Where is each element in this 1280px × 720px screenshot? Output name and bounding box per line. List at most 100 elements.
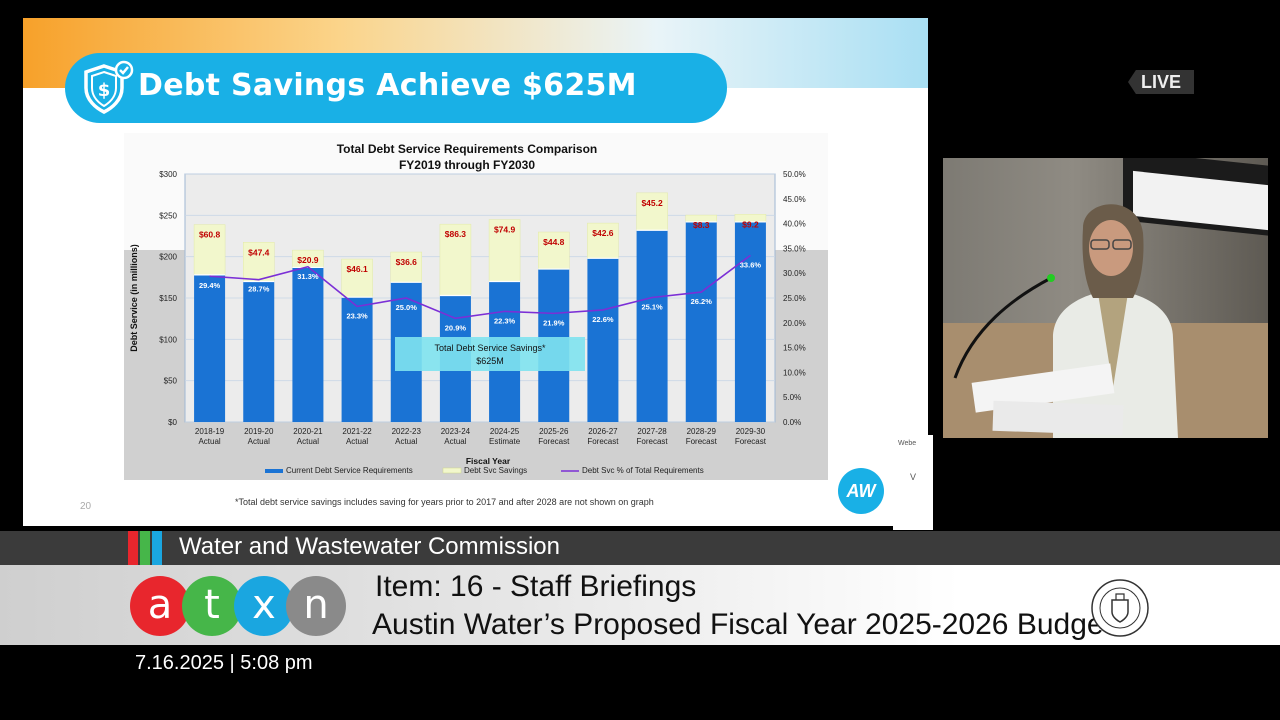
x-axis-label: Fiscal Year: [466, 456, 511, 466]
x-tick-sublabel: Actual: [444, 437, 466, 446]
y-tick-label: $300: [159, 170, 177, 179]
live-badge: LIVE: [1128, 70, 1194, 94]
x-tick-label: 2029-30: [736, 427, 766, 436]
savings-label: $47.4: [248, 247, 270, 257]
x-tick-label: 2020-21: [293, 427, 323, 436]
x-tick-label: 2023-24: [441, 427, 471, 436]
side-web-text: Webe: [898, 440, 917, 447]
atxn-letter-n: n: [286, 576, 346, 636]
speaker-video: [943, 158, 1268, 438]
speaker-figure: [1028, 204, 1178, 438]
debt-service-chart: Total Debt Service Requirements Comparis…: [129, 142, 806, 475]
x-tick-sublabel: Forecast: [637, 437, 669, 446]
city-seal-icon: [1091, 579, 1149, 637]
y-tick-label: $250: [159, 211, 177, 220]
atxn-letter-x: x: [234, 576, 294, 636]
x-tick-sublabel: Actual: [248, 437, 270, 446]
current-debt-bar: [194, 274, 226, 422]
y2-tick-label: 35.0%: [783, 244, 806, 253]
x-tick-label: 2018-19: [195, 427, 225, 436]
current-debt-bar: [734, 221, 766, 422]
savings-bar: [538, 231, 570, 270]
y-tick-label: $150: [159, 294, 177, 303]
x-tick-sublabel: Forecast: [587, 437, 619, 446]
x-tick-sublabel: Actual: [395, 437, 417, 446]
x-tick-sublabel: Actual: [346, 437, 368, 446]
x-tick-label: 2024-25: [490, 427, 520, 436]
y2-tick-label: 20.0%: [783, 319, 806, 328]
savings-bar: [243, 242, 275, 282]
svg-text:$: $: [98, 80, 111, 101]
chart-subtitle: FY2019 through FY2030: [399, 158, 535, 172]
y2-tick-label: 45.0%: [783, 195, 806, 204]
presentation-slide: $ Debt Savings Achieve $625M Total Debt …: [23, 18, 928, 526]
pct-label: 21.9%: [543, 318, 565, 327]
savings-label: $45.2: [641, 198, 663, 208]
broadcast-timestamp: 7.16.2025 | 5:08 pm: [135, 652, 313, 674]
callout-box: [395, 337, 585, 371]
legend-swatch-savings: [442, 467, 462, 474]
y2-tick-label: 30.0%: [783, 269, 806, 278]
current-debt-bar: [636, 230, 668, 422]
savings-bar: [439, 223, 472, 296]
x-tick-label: 2019-20: [244, 427, 274, 436]
pct-label: 33.6%: [740, 260, 762, 269]
legend-swatch-current: [265, 469, 283, 473]
commission-name: Water and Wastewater Commission: [179, 533, 560, 560]
y2-tick-label: 5.0%: [783, 393, 801, 402]
chart-footnote: *Total debt service savings includes sav…: [235, 497, 654, 507]
x-tick-sublabel: Actual: [297, 437, 319, 446]
atxn-letter-a: a: [130, 576, 190, 636]
savings-bar: [488, 219, 521, 282]
x-tick-sublabel: Estimate: [489, 437, 521, 446]
savings-label: $86.3: [445, 229, 467, 239]
legend-label-current: Current Debt Service Requirements: [286, 466, 413, 475]
pct-label: 25.0%: [396, 303, 418, 312]
y-axis-label: Debt Service (in millions): [129, 244, 139, 352]
x-tick-label: 2026-27: [588, 427, 618, 436]
current-debt-bar: [587, 258, 619, 422]
x-tick-sublabel: Forecast: [538, 437, 570, 446]
callout-text: Total Debt Service Savings*: [434, 343, 546, 353]
y2-tick-label: 25.0%: [783, 294, 806, 303]
austin-water-logo: AW: [838, 468, 884, 514]
legend-label-pct: Debt Svc % of Total Requirements: [582, 466, 704, 475]
savings-bar: [193, 224, 226, 276]
pct-label: 26.2%: [691, 297, 713, 306]
savings-label: $60.8: [199, 230, 221, 240]
savings-label: $46.1: [346, 264, 368, 274]
chart-title: Total Debt Service Requirements Comparis…: [337, 142, 598, 156]
x-tick-sublabel: Forecast: [735, 437, 767, 446]
slide-title-pill: [65, 53, 727, 123]
agenda-subject: Austin Water’s Proposed Fiscal Year 2025…: [372, 608, 1112, 641]
savings-label: $74.9: [494, 225, 516, 235]
video-papers-2: [992, 400, 1124, 436]
savings-bar: [587, 222, 619, 259]
y2-tick-label: 15.0%: [783, 344, 806, 353]
y2-tick-label: 50.0%: [783, 170, 806, 179]
savings-bar: [636, 192, 668, 231]
y-tick-label: $0: [168, 418, 177, 427]
savings-label: $42.6: [592, 228, 614, 238]
slide-page-number: 20: [80, 501, 92, 512]
x-tick-sublabel: Forecast: [686, 437, 718, 446]
side-panel: [893, 435, 933, 530]
savings-label: $36.6: [396, 257, 418, 267]
x-tick-sublabel: Actual: [198, 437, 220, 446]
y2-tick-label: 0.0%: [783, 418, 801, 427]
y-tick-label: $50: [164, 377, 178, 386]
slide-title: Debt Savings Achieve $625M: [138, 68, 637, 103]
y-tick-label: $200: [159, 253, 177, 262]
y2-tick-label: 10.0%: [783, 368, 806, 377]
savings-bar: [341, 258, 373, 298]
microphone-icon: [953, 274, 1055, 379]
pct-label: 23.3%: [346, 311, 368, 320]
legend-label-savings: Debt Svc Savings: [464, 466, 527, 475]
agenda-item: Item: 16 - Staff Briefings: [375, 570, 697, 603]
callout-value: $625M: [476, 356, 504, 366]
side-v-text: V: [910, 472, 917, 482]
x-tick-label: 2021-22: [342, 427, 372, 436]
pct-label: 22.3%: [494, 316, 516, 325]
pct-label: 25.1%: [641, 303, 663, 312]
shield-dollar-icon: $: [84, 60, 134, 114]
